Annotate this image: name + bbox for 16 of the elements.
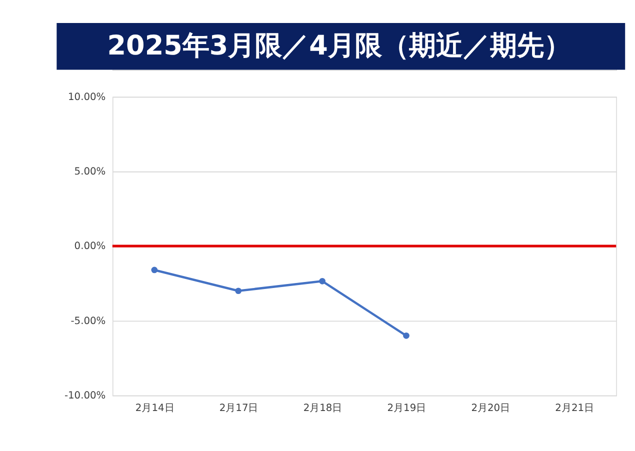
- y-tick-label: 10.00%: [68, 92, 106, 103]
- point: [151, 266, 158, 274]
- x-tick-label: 2月20日: [471, 403, 510, 414]
- y-tick-label: -10.00%: [64, 390, 106, 402]
- point: [403, 332, 410, 339]
- point: [319, 278, 326, 284]
- x-tick-label: 2月21日: [555, 403, 594, 414]
- x-tick-label: 2月14日: [135, 403, 174, 414]
- chart-title: 2025年3月限／4月限（期近／期先）: [107, 30, 571, 62]
- x-tick-label: 2月19日: [387, 403, 426, 414]
- point: [235, 288, 242, 294]
- x-tick-label: 2月18日: [303, 403, 342, 414]
- y-tick-label: 0.00%: [74, 241, 106, 252]
- y-tick-label: 5.00%: [74, 166, 106, 178]
- x-tick-label: 2月17日: [219, 403, 258, 414]
- y-tick-label: -5.00%: [70, 316, 106, 327]
